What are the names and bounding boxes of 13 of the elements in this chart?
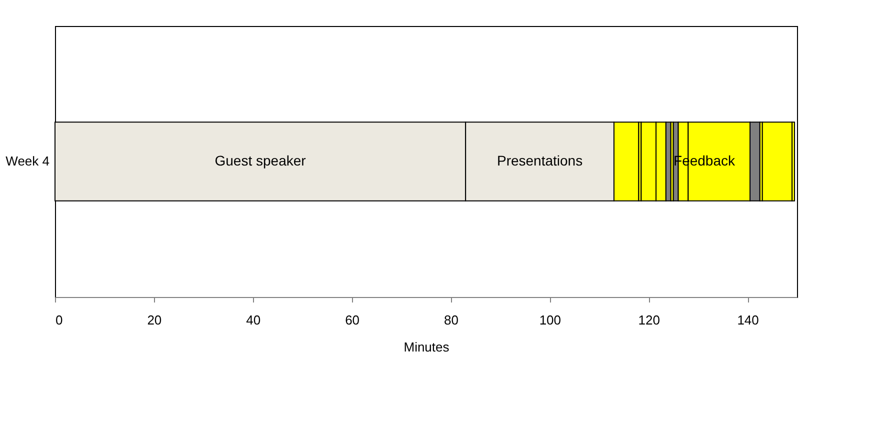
x-tick-label: 60 <box>345 312 360 328</box>
x-tick-label: 80 <box>444 312 458 328</box>
y-tick-label: Week 4 <box>6 154 50 168</box>
series-label: Presentations <box>496 152 583 168</box>
x-tick-label: 140 <box>737 312 759 328</box>
x-tick-label: 0 <box>56 312 63 328</box>
x-tick-label: 40 <box>246 312 261 328</box>
x-tick-label: 20 <box>147 312 162 328</box>
x-tick-label: 120 <box>638 312 660 328</box>
x-tick-label: 100 <box>539 312 562 328</box>
x-axis-title: Minutes <box>404 340 450 354</box>
bar <box>762 122 793 202</box>
series-label: Guest speaker <box>214 152 306 168</box>
